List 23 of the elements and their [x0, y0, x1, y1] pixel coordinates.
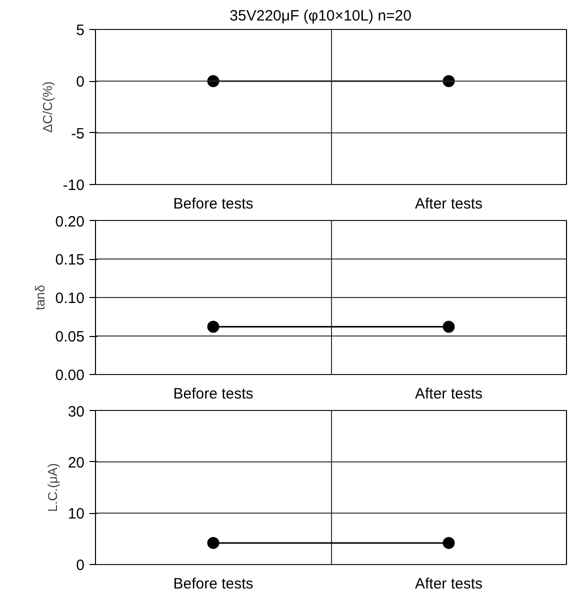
- y-tick-label: 10: [68, 506, 85, 523]
- y-axis-title: ΔC/C(%): [40, 81, 55, 133]
- x-tick-label: Before tests: [173, 386, 254, 402]
- x-tick-label: Before tests: [173, 576, 254, 592]
- y-tick-label: 0.10: [55, 290, 85, 307]
- y-tick-label: -10: [62, 177, 85, 194]
- x-tick-label: After tests: [414, 196, 483, 212]
- chart-title: 35V220μF (φ10×10L) n=20: [230, 8, 412, 24]
- x-tick-label: After tests: [414, 576, 483, 592]
- y-axis-title: tanδ: [32, 284, 48, 310]
- y-tick-label: 0: [76, 557, 84, 574]
- y-tick-label: 30: [68, 404, 85, 420]
- y-axis-title: L.C.(μA): [44, 463, 60, 512]
- y-tick-label: -5: [71, 125, 85, 142]
- x-tick-label: After tests: [414, 386, 483, 402]
- y-tick-label: 0: [76, 74, 84, 91]
- y-tick-label: 0.20: [55, 214, 85, 230]
- y-tick-label: 0.05: [55, 328, 85, 346]
- y-tick-label: 20: [68, 454, 85, 472]
- y-tick-label: 5: [76, 22, 84, 39]
- y-tick-label: 0.15: [55, 252, 85, 268]
- y-tick-label: 0.00: [55, 367, 85, 384]
- x-tick-label: Before tests: [173, 196, 254, 212]
